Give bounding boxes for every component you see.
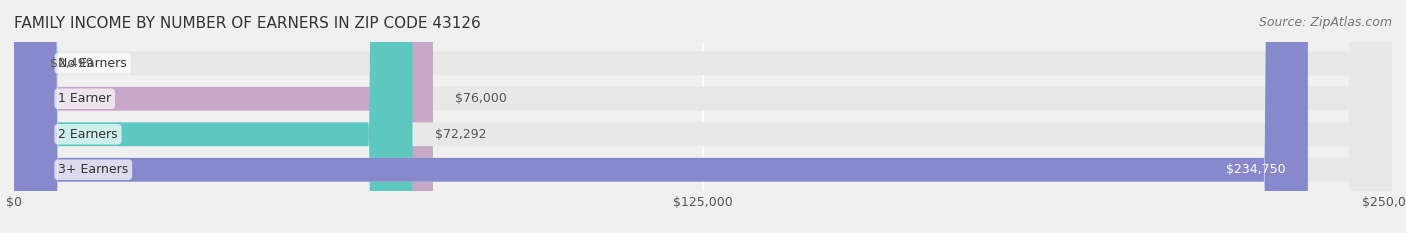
FancyBboxPatch shape [14, 0, 1392, 233]
FancyBboxPatch shape [14, 0, 412, 233]
FancyBboxPatch shape [14, 0, 1392, 233]
Text: 2 Earners: 2 Earners [58, 128, 118, 141]
Text: $234,750: $234,750 [1226, 163, 1286, 176]
FancyBboxPatch shape [14, 0, 1392, 233]
Text: $72,292: $72,292 [434, 128, 486, 141]
FancyBboxPatch shape [14, 0, 1308, 233]
Text: $2,499: $2,499 [49, 57, 93, 70]
Text: 3+ Earners: 3+ Earners [58, 163, 128, 176]
FancyBboxPatch shape [14, 0, 1392, 233]
FancyBboxPatch shape [14, 0, 433, 233]
Text: Source: ZipAtlas.com: Source: ZipAtlas.com [1258, 16, 1392, 29]
Text: $76,000: $76,000 [456, 92, 506, 105]
Text: 1 Earner: 1 Earner [58, 92, 111, 105]
Text: FAMILY INCOME BY NUMBER OF EARNERS IN ZIP CODE 43126: FAMILY INCOME BY NUMBER OF EARNERS IN ZI… [14, 16, 481, 31]
Text: No Earners: No Earners [58, 57, 127, 70]
FancyBboxPatch shape [0, 0, 58, 233]
